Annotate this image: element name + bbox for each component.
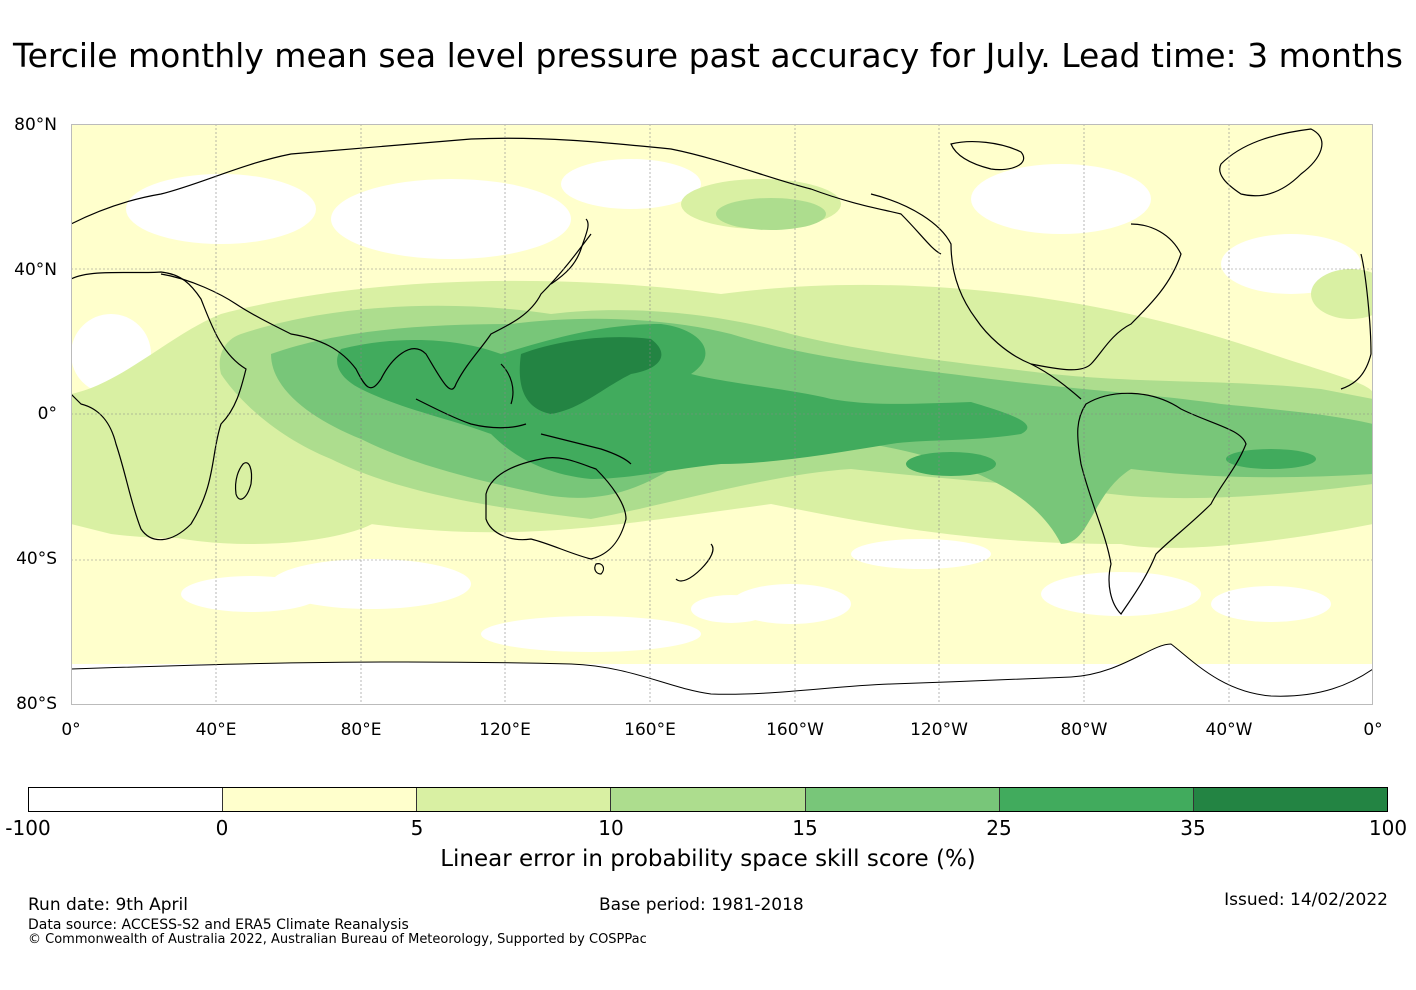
legend-swatch-25-35 [999,788,1194,811]
lon-label-120w: 120°W [910,720,968,740]
legend-tick: 25 [986,816,1012,840]
coast-madagascar [234,462,253,500]
legend-tick: -100 [5,816,51,840]
legend-tick: 5 [410,816,424,840]
legend-swatch-15-25 [805,788,1000,811]
coast-philippines [500,363,514,405]
lat-label-40n: 40°N [14,260,57,280]
coast-asia-south [160,233,592,390]
graticule [71,124,1373,705]
coast-new-zealand [675,543,714,582]
lon-label-120e: 120°E [479,720,531,740]
lon-label-0-left: 0° [61,720,81,740]
coast-west-europe [1340,253,1372,390]
data-source: Data source: ACCESS-S2 and ERA5 Climate … [28,917,409,933]
coast-tasmania [594,563,605,575]
coast-north-america [870,193,1182,371]
lon-label-40e: 40°E [195,720,237,740]
lon-label-80e: 80°E [340,720,382,740]
coast-new-guinea [540,433,632,465]
issued-date: Issued: 14/02/2022 [1224,890,1388,910]
base-period: Base period: 1981-2018 [599,895,804,915]
legend-tick: 0 [215,816,229,840]
antarctica-landmass [71,643,1373,705]
coast-australia [485,457,627,560]
legend-swatch-10-15 [611,788,806,811]
lon-label-160e: 160°E [624,720,676,740]
coast-africa [71,271,247,541]
coast-arctic-islands [950,141,1025,171]
lat-label-80s: 80°S [16,694,57,714]
coast-central-america [1030,363,1082,400]
legend-swatch-0-5 [223,788,418,811]
skill-band-25-35 [337,324,1316,479]
lon-label-0-right: 0° [1363,720,1383,740]
legend-swatch-35-100 [1193,788,1387,811]
legend-label: Linear error in probability space skill … [440,846,976,872]
coastlines [71,128,1372,615]
coast-south-america [1077,392,1247,615]
lat-label-40s: 40°S [16,549,57,569]
lon-label-80w: 80°W [1060,720,1108,740]
legend-tick: 10 [598,816,624,840]
coast-eurasia-north [71,137,942,255]
legend-tick: 100 [1368,816,1408,840]
skill-band-35-100 [519,337,662,414]
skill-map [71,124,1373,705]
skill-map-svg [71,124,1373,705]
legend-tick: 35 [1180,816,1206,840]
chart-title: Tercile monthly mean sea level pressure … [13,36,1403,75]
coast-indonesia [415,398,527,429]
coast-greenland [1219,128,1323,197]
legend-swatch-5-10 [417,788,612,811]
coast-japan [550,218,589,285]
lat-label-80n: 80°N [14,115,57,135]
lon-label-40w: 40°W [1205,720,1253,740]
lon-label-160w: 160°W [766,720,824,740]
lat-label-0: 0° [37,404,57,424]
copyright: © Commonwealth of Australia 2022, Austra… [28,932,647,947]
legend-tick: 15 [792,816,818,840]
legend-swatch-negative [29,788,224,811]
run-date: Run date: 9th April [28,895,188,915]
legend-colorbar [28,787,1388,812]
map-frame [71,124,1373,705]
